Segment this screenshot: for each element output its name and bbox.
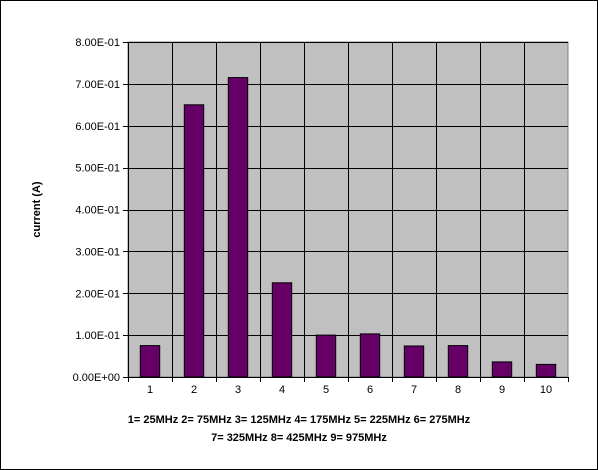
x-tick-label: 7 xyxy=(411,384,417,396)
x-tick-label: 5 xyxy=(323,384,329,396)
x-tick-label: 4 xyxy=(279,384,285,396)
x-tick-label: 1 xyxy=(147,384,153,396)
bar-6 xyxy=(359,333,381,378)
frequency-legend-line-1: 1= 25MHz 2= 75MHz 3= 125MHz 4= 175MHz 5=… xyxy=(127,414,471,426)
bar-9 xyxy=(491,361,513,378)
y-tick-label: 7.00E-01 xyxy=(75,79,120,91)
y-tick-label: 6.00E-01 xyxy=(75,121,120,133)
frequency-legend-line-2: 7= 325MHz 8= 425MHz 9= 975MHz xyxy=(211,432,387,444)
bar-5 xyxy=(315,334,337,378)
x-tick-label: 10 xyxy=(540,384,552,396)
bar-3 xyxy=(227,77,249,378)
y-tick-labels: 0.00E+00 1.00E-01 2.00E-01 3.00E-01 4.00E-01… xyxy=(73,37,120,384)
x-tick-label: 6 xyxy=(367,384,373,396)
y-tick-label: 8.00E-01 xyxy=(75,37,120,49)
bars xyxy=(139,77,557,378)
x-tick-label: 8 xyxy=(455,384,461,396)
y-tick-label: 0.00E+00 xyxy=(73,372,120,384)
y-tick-label: 3.00E-01 xyxy=(75,246,120,258)
bar-4 xyxy=(271,282,293,378)
bar-1 xyxy=(139,345,161,378)
y-tick-label: 2.00E-01 xyxy=(75,288,120,300)
y-tick-label: 4.00E-01 xyxy=(75,205,120,217)
x-tick-label: 3 xyxy=(235,384,241,396)
bar-10 xyxy=(535,363,557,378)
y-axis-title: current (A) xyxy=(31,181,43,238)
y-tick-label: 5.00E-01 xyxy=(75,163,120,175)
bar-7 xyxy=(403,345,425,378)
x-tick-labels: 1 2 3 4 5 6 7 8 9 10 xyxy=(147,384,552,396)
axes xyxy=(123,42,569,382)
bar-2 xyxy=(183,104,205,378)
x-tick-label: 2 xyxy=(191,384,197,396)
bar-8 xyxy=(447,345,469,378)
x-tick-label: 9 xyxy=(499,384,505,396)
y-tick-label: 1.00E-01 xyxy=(75,330,120,342)
